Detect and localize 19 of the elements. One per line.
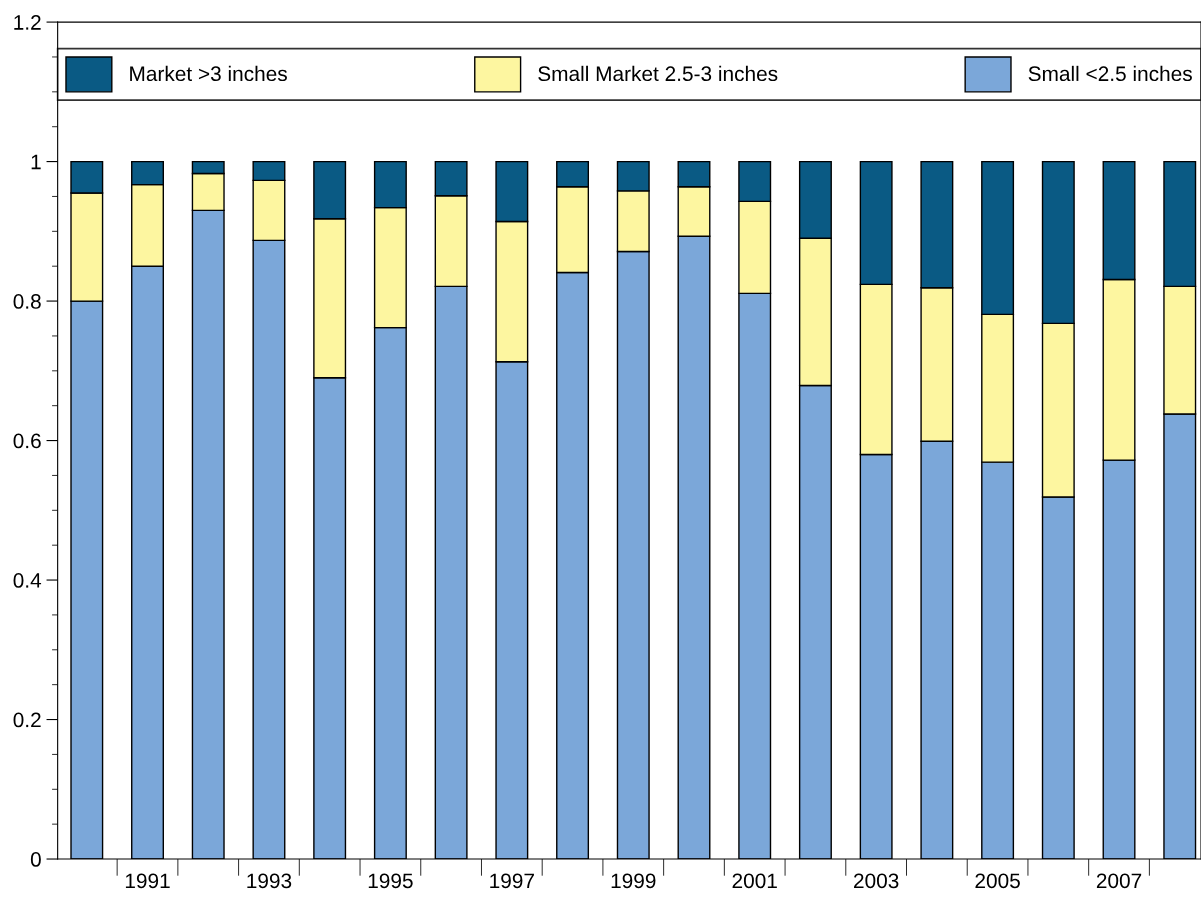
y-tick-label: 0 bbox=[30, 852, 41, 867]
legend-label: Small Market 2.5-3 inches bbox=[538, 65, 778, 82]
y-tick-label: 1.2 bbox=[14, 15, 41, 30]
y-tick-label: 0.6 bbox=[13, 433, 41, 449]
y-tick-label: 0.4 bbox=[13, 573, 42, 588]
x-tick-label: 1997 bbox=[490, 873, 534, 889]
x-tick-label: 1991 bbox=[125, 873, 170, 889]
x-tick-label: 1995 bbox=[368, 873, 413, 889]
x-tick-label: 2003 bbox=[854, 873, 899, 889]
x-tick-label: 2001 bbox=[732, 873, 777, 889]
x-tick-label: 1999 bbox=[611, 873, 656, 889]
x-tick-label: 1993 bbox=[247, 873, 292, 889]
y-tick-label: 0.2 bbox=[13, 712, 41, 728]
legend-label: Small <2.5 inches bbox=[1028, 65, 1192, 82]
y-tick-label: 0.8 bbox=[13, 294, 41, 309]
x-tick-label: 2007 bbox=[1096, 873, 1142, 889]
legend-label: Market >3 inches bbox=[130, 65, 287, 82]
x-tick-label: 2005 bbox=[975, 873, 1020, 889]
y-tick-label: 1 bbox=[31, 154, 41, 170]
